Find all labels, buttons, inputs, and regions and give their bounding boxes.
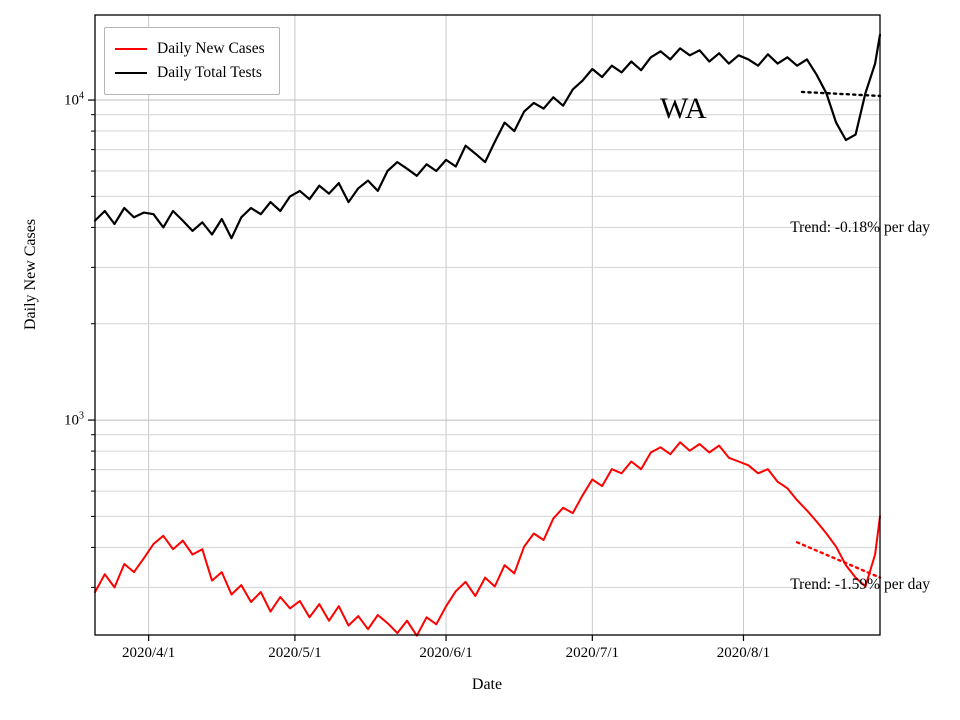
legend-item-cases: Daily New Cases (115, 37, 265, 61)
trend-annotation-tests: Trend: -0.18% per day (790, 219, 930, 236)
x-tick-label: 2020/7/1 (565, 645, 619, 661)
y-tick-label: 104 (64, 90, 84, 109)
legend-label-cases: Daily New Cases (157, 40, 265, 57)
legend-label-tests: Daily Total Tests (157, 64, 262, 81)
x-tick-label: 2020/6/1 (419, 645, 473, 661)
cases-trend-dotted-line (795, 541, 882, 579)
x-tick-label: 2020/5/1 (268, 645, 322, 661)
daily-total-tests-line (93, 33, 882, 240)
x-tick-label: 2020/8/1 (716, 645, 771, 661)
y-axis-label: Daily New Cases (22, 218, 39, 330)
y-tick-label: 103 (64, 410, 84, 429)
x-axis-label: Date (471, 676, 503, 693)
axes-spines (94, 14, 881, 636)
state-label: WA (660, 92, 707, 125)
x-tick-label: 2020/4/1 (121, 645, 176, 661)
daily-new-cases-line (94, 441, 881, 637)
tests-trend-dotted-line (800, 90, 882, 98)
cases-line-swatch (115, 48, 147, 50)
legend-item-tests: Daily Total Tests (115, 61, 265, 85)
tests-line-swatch (115, 72, 147, 74)
trend-annotation-cases: Trend: -1.59% per day (790, 576, 930, 593)
legend: Daily New Cases Daily Total Tests (104, 27, 280, 95)
